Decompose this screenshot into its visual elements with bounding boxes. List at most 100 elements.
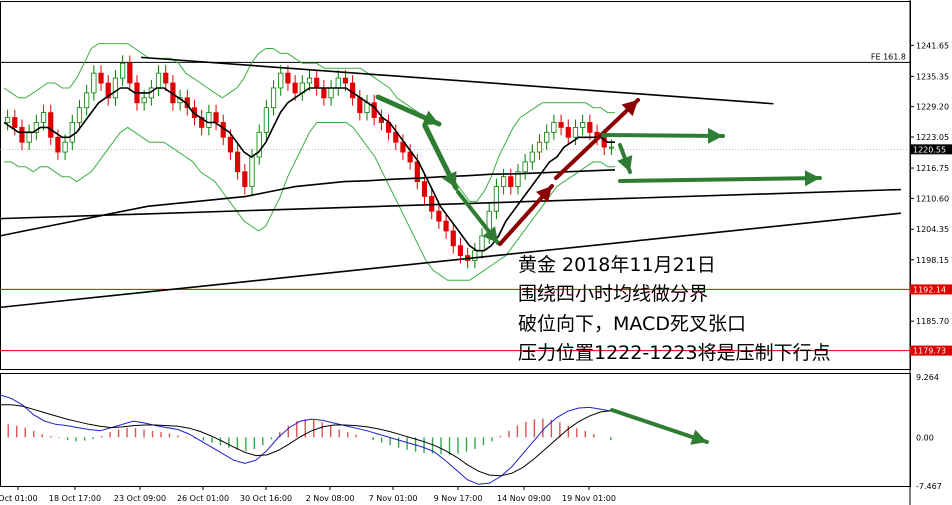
candle-body: [127, 62, 133, 84]
arrow-right-2: [618, 176, 822, 183]
arrow-up-1-head: [536, 186, 552, 203]
arrow-up-2-head: [621, 100, 638, 117]
price-tick-label-8: 1185.70: [916, 317, 949, 326]
candle-body: [69, 122, 75, 143]
arrow-down-1-head: [422, 110, 439, 126]
candle-body: [328, 87, 334, 99]
candle-body: [457, 245, 464, 256]
candle-body: [242, 171, 248, 187]
candle-body: [285, 72, 291, 84]
trendline-support: [0, 212, 901, 309]
candle-body: [206, 112, 212, 128]
candle-body: [414, 161, 420, 183]
candle-body: [393, 131, 399, 143]
candle-body: [12, 117, 18, 128]
candle-body: [76, 107, 83, 123]
candle-body: [587, 122, 593, 133]
candle-body: [544, 131, 550, 143]
current-price-tag: [910, 144, 952, 155]
candle-body: [55, 136, 61, 153]
candle-body: [421, 181, 428, 197]
candle-body: [4, 117, 11, 123]
candle-body: [105, 82, 111, 99]
ma200-line: [0, 169, 616, 237]
candle-body: [26, 131, 32, 143]
candle-body: [551, 122, 557, 133]
candle-body: [450, 230, 456, 247]
candle-body: [608, 146, 615, 149]
x-tick-label-9: 19 Nov 01:00: [562, 494, 616, 503]
candle-body: [522, 161, 528, 173]
annotation-line-3: 破位向下，MACD死叉张口: [518, 313, 746, 335]
candle-body: [163, 72, 169, 84]
candle-body: [120, 62, 126, 79]
arrow-right-2-head: [804, 170, 820, 187]
price-tick-label-0: 1241.65: [916, 41, 949, 50]
candle-body: [479, 235, 485, 252]
annotation-line-1: 黄金 2018年11月21日: [518, 254, 716, 276]
candle-body: [472, 250, 478, 261]
arrow-down-4-head: [617, 155, 633, 172]
candle-body: [493, 186, 499, 212]
candle-body: [400, 141, 406, 153]
candle-body: [19, 127, 25, 143]
x-tick-label-4: 30 Oct 16:00: [240, 494, 292, 503]
x-tick-label-7: 9 Nov 17:00: [434, 494, 483, 503]
x-tick-label-8: 14 Nov 09:00: [497, 494, 551, 503]
candle-body: [112, 77, 119, 99]
arrow-down-3-head: [482, 226, 498, 243]
candle-body: [500, 176, 507, 187]
candle-body: [227, 136, 234, 153]
price-tick-label-4: 1216.75: [916, 164, 949, 173]
candle-body: [350, 82, 356, 99]
macd-line: [0, 394, 613, 485]
x-tick-label-0: Oct 01:00: [0, 494, 38, 503]
candle-body: [335, 77, 341, 89]
candle-body: [342, 77, 349, 84]
candle-body: [263, 107, 269, 133]
arrow-up-2: [554, 98, 640, 180]
x-tick-label-1: 18 Oct 17:00: [49, 494, 101, 503]
macd-tick-label-0: 9.264: [916, 373, 939, 382]
bollinger-lower: [4, 122, 615, 281]
candle-body: [357, 97, 363, 114]
price-tick-label-1: 1235.35: [916, 72, 949, 81]
x-tick-label-5: 2 Nov 08:00: [306, 494, 355, 503]
annotation-line-4: 压力位置1222-1223将是压制下行点: [518, 342, 831, 364]
candle-body: [314, 77, 320, 89]
candle-body: [443, 220, 449, 232]
current-price-label: 1220.55: [913, 145, 946, 154]
candle-body: [256, 131, 262, 158]
candle-body: [213, 112, 219, 123]
bollinger-upper: [3, 43, 615, 202]
hline-tag-1: [910, 345, 952, 356]
candle-body: [84, 92, 90, 109]
price-tick-label-3: 1223.05: [916, 133, 949, 142]
candle-body: [98, 72, 104, 84]
x-tick-label-3: 26 Oct 01:00: [177, 494, 229, 503]
candle-body: [371, 102, 377, 118]
candle-body: [436, 210, 442, 222]
price-tick-label-5: 1210.60: [916, 194, 949, 203]
candle-body: [249, 156, 255, 187]
candle-body: [155, 72, 162, 89]
annotation-line-2: 围绕四小时均线做分界: [518, 283, 709, 305]
price-tick-label-6: 1204.35: [916, 225, 949, 234]
candle-body: [529, 151, 535, 163]
candle-body: [515, 171, 521, 187]
hline-tag-label-1: 1179.73: [913, 347, 946, 356]
x-tick-label-6: 7 Nov 01:00: [369, 494, 418, 503]
price-tick-label-2: 1229.20: [916, 103, 949, 112]
ma-line: [3, 87, 615, 252]
candle-body: [429, 196, 435, 212]
candle-body: [306, 77, 313, 84]
candle-body: [508, 176, 514, 187]
trendline-ma-long: [0, 188, 901, 220]
trendline-resistance: [140, 56, 774, 105]
x-tick-label-2: 23 Oct 09:00: [114, 494, 166, 503]
candle-body: [278, 72, 284, 89]
macd-arrow-down-head: [690, 429, 707, 445]
candle-body: [235, 151, 241, 173]
candle-body: [62, 141, 68, 153]
